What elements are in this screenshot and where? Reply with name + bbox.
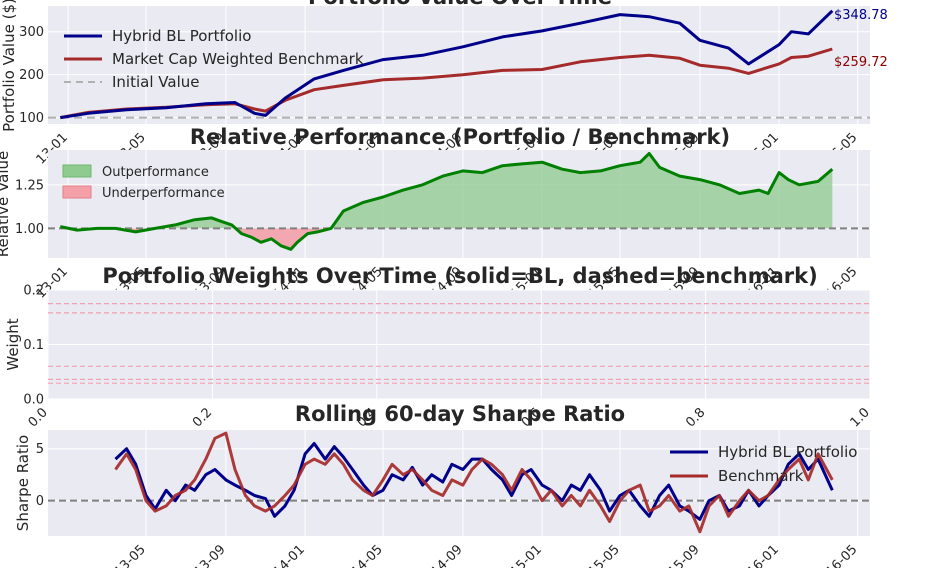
x-tick-label: 15-05 (586, 542, 623, 568)
y-axis-label: Sharpe Ratio (14, 435, 32, 531)
series-group-2 (48, 303, 870, 384)
end-value-label-benchmark: $259.72 (834, 55, 888, 70)
underperformance-area-group (60, 228, 833, 250)
legend-swatch (62, 185, 92, 199)
y-tick-label: 0 (36, 494, 44, 509)
x-tick-label: 0.8 (683, 405, 708, 430)
chart-title: Portfolio Value Over Time (308, 0, 612, 9)
x-tick-label: 15-01 (508, 542, 545, 568)
y-tick-label: 0.2 (23, 284, 44, 299)
outperformance-area (60, 153, 833, 229)
legend-1: Outperformance Underperformance (62, 164, 225, 201)
outperformance-area-group (60, 153, 833, 229)
x-tick-label: 16-05 (823, 542, 860, 568)
x-tick-label: 13-05 (112, 542, 149, 568)
y-axis-label: Relative Value (0, 151, 12, 257)
y-axis-2: 0.0 0.1 0.2 (23, 284, 870, 408)
y-tick-label: 1.00 (15, 222, 44, 237)
x-tick-label: 14-09 (428, 542, 465, 568)
x-tick-label: 16-01 (745, 542, 782, 568)
legend-label: Initial Value (112, 73, 199, 91)
series-line-benchmark (114, 431, 834, 534)
chart-title: Portfolio Weights Over Time (solid=BL, d… (102, 264, 817, 288)
series-group-0 (48, 9, 870, 120)
series-group-3 (48, 431, 870, 534)
series-line-hybrid-bl (60, 9, 834, 120)
x-tick-label: 1.0 (848, 405, 873, 430)
end-value-label-portfolio: $348.78 (834, 8, 888, 23)
legend-label: Outperformance (102, 165, 209, 180)
underperformance-area (60, 228, 833, 250)
legend-3: Hybrid BL Portfolio Benchmark (670, 443, 857, 485)
y-tick-label: 100 (19, 111, 44, 126)
relative-performance-line (59, 152, 834, 251)
y-tick-label: 300 (19, 25, 44, 40)
x-tick-label: 14-05 (349, 542, 386, 568)
legend-label: Benchmark (718, 467, 804, 485)
series-group-1 (48, 152, 870, 251)
legend-0: Hybrid BL Portfolio Market Cap Weighted B… (64, 27, 364, 91)
legend-label: Hybrid BL Portfolio (112, 27, 251, 45)
y-tick-label: 5 (36, 442, 44, 457)
x-tick-label: 0.0 (26, 405, 51, 430)
legend-swatch (62, 164, 92, 178)
chart-title: Relative Performance (Portfolio / Benchm… (190, 125, 730, 149)
chart-title: Rolling 60-day Sharpe Ratio (295, 402, 625, 426)
y-axis-label: Portfolio Value ($) (0, 0, 18, 132)
x-tick-label: 13-09 (191, 542, 228, 568)
legend-label: Market Cap Weighted Benchmark (112, 50, 364, 68)
x-tick-label: 15-09 (665, 542, 702, 568)
x-tick-label: 14-01 (271, 542, 308, 568)
legend-label: Underperformance (102, 186, 225, 201)
legend-label: Hybrid BL Portfolio (718, 443, 857, 461)
y-tick-label: 0.1 (23, 338, 44, 353)
y-tick-label: 0.0 (23, 393, 44, 408)
y-tick-label: 200 (19, 68, 44, 83)
series-line-hybrid-bl (114, 442, 834, 521)
y-axis-label: Weight (4, 318, 22, 370)
x-tick-label: 0.2 (190, 405, 215, 430)
plot-background-0 (48, 6, 870, 124)
y-tick-label: 1.25 (15, 178, 44, 193)
